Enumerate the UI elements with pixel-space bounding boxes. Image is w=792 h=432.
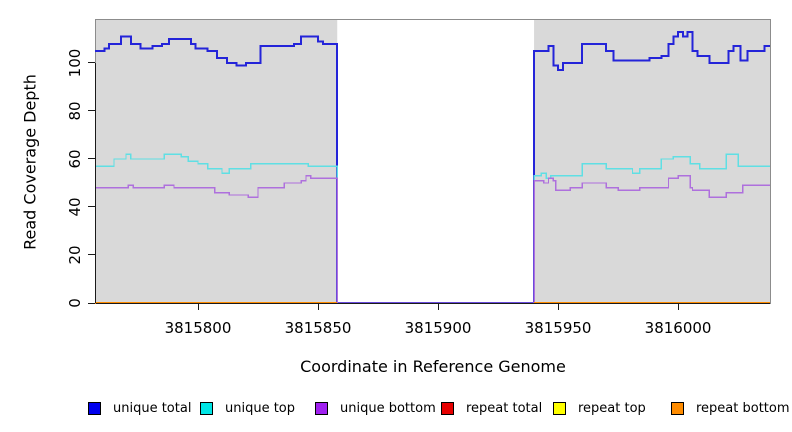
x-tick-label: 3815850 [284,319,352,337]
x-tick-mark [437,304,439,310]
series-line-unique-total [94,30,770,304]
y-tick-mark [88,302,95,304]
legend-label: unique top [225,400,296,416]
y-tick-label: 60 [66,149,84,169]
y-tick-mark [88,158,95,160]
y-tick-label: 20 [66,245,84,265]
legend-label: repeat bottom [696,400,790,416]
y-tick-mark [88,62,95,64]
x-axis-line [96,303,770,304]
x-axis-title: Coordinate in Reference Genome [300,357,566,376]
y-tick-mark [88,206,95,208]
y-tick-label: 0 [66,298,84,308]
x-tick-label: 3816000 [644,319,712,337]
legend-item-repeat-total: repeat total [441,399,542,417]
y-tick-label: 40 [66,197,84,217]
x-tick-label: 3815900 [404,319,472,337]
legend-swatch-unique-bottom [315,401,328,415]
x-tick-label: 3815800 [164,319,232,337]
y-axis-line [95,62,96,303]
legend-item-unique-bottom: unique bottom [315,399,436,417]
x-tick-mark [677,304,679,310]
x-tick-mark [317,304,319,310]
x-tick-mark [557,304,559,310]
legend: unique total unique top unique bottom repea… [0,399,792,421]
y-tick-label: 80 [66,101,84,121]
x-tick-mark [197,304,199,310]
y-tick-mark [88,110,95,112]
y-tick-label: 100 [66,48,84,78]
legend-swatch-unique-total [88,401,101,415]
plot-lines-svg [94,20,770,304]
legend-item-unique-total: unique total [88,399,191,417]
legend-item-unique-top: unique top [200,399,295,417]
y-tick-mark [88,254,95,256]
no-data-gap-region [337,20,535,303]
legend-swatch-repeat-top [553,401,566,415]
legend-label: unique bottom [340,400,436,416]
legend-label: repeat total [466,400,543,416]
legend-label: unique total [113,400,192,416]
legend-swatch-repeat-bottom [671,401,684,415]
x-tick-label: 3815950 [524,319,592,337]
legend-item-repeat-bottom: repeat bottom [671,399,790,417]
legend-swatch-unique-top [200,401,213,415]
series-line-unique-bottom [94,175,770,304]
legend-swatch-repeat-total [441,401,454,415]
legend-label: repeat top [578,400,646,416]
legend-item-repeat-top: repeat top [553,399,646,417]
y-axis-title: Read Coverage Depth [20,73,40,250]
